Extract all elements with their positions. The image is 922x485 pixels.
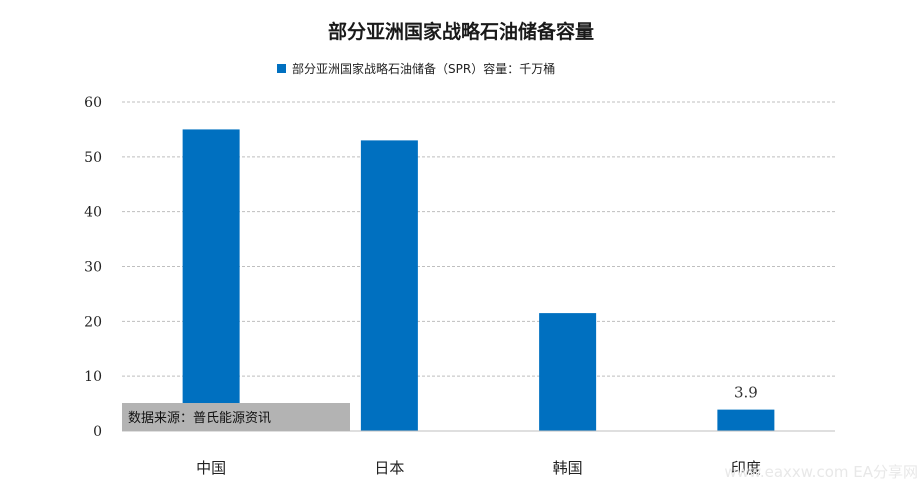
y-tick-label: 50 bbox=[84, 150, 102, 166]
bar bbox=[717, 409, 775, 431]
x-category-label: 中国 bbox=[196, 459, 226, 477]
bar bbox=[360, 140, 418, 431]
bar bbox=[539, 313, 597, 431]
gridlines bbox=[122, 101, 835, 377]
data-label: 3.9 bbox=[734, 384, 758, 402]
source-note: 数据来源：普氏能源资讯 bbox=[122, 403, 350, 431]
y-axis-ticks: 0 10 20 30 40 50 60 bbox=[84, 95, 102, 440]
y-tick-label: 10 bbox=[84, 369, 102, 385]
y-tick-label: 0 bbox=[93, 424, 102, 440]
x-category-label: 印度 bbox=[731, 459, 761, 477]
x-category-label: 日本 bbox=[374, 459, 404, 477]
chart-title: 部分亚洲国家战略石油储备容量 bbox=[328, 20, 594, 43]
x-category-label: 韩国 bbox=[553, 459, 583, 477]
y-tick-label: 20 bbox=[84, 314, 102, 330]
legend: 部分亚洲国家战略石油储备（SPR）容量：千万桶 bbox=[277, 61, 555, 76]
x-axis-categories: 中国 日本 韩国 印度 bbox=[196, 459, 761, 477]
data-labels: 3.9 bbox=[734, 384, 758, 402]
source-note-text: 数据来源：普氏能源资讯 bbox=[128, 411, 271, 426]
bar bbox=[182, 129, 240, 431]
y-tick-label: 40 bbox=[84, 205, 102, 221]
source-note-background bbox=[122, 403, 350, 431]
watermark: www.eaxxw.com EA分享网 bbox=[724, 463, 918, 481]
legend-swatch bbox=[277, 64, 286, 73]
legend-label: 部分亚洲国家战略石油储备（SPR）容量：千万桶 bbox=[292, 61, 555, 76]
y-tick-label: 30 bbox=[84, 260, 102, 276]
y-tick-label: 60 bbox=[84, 95, 102, 111]
bars bbox=[182, 129, 775, 431]
